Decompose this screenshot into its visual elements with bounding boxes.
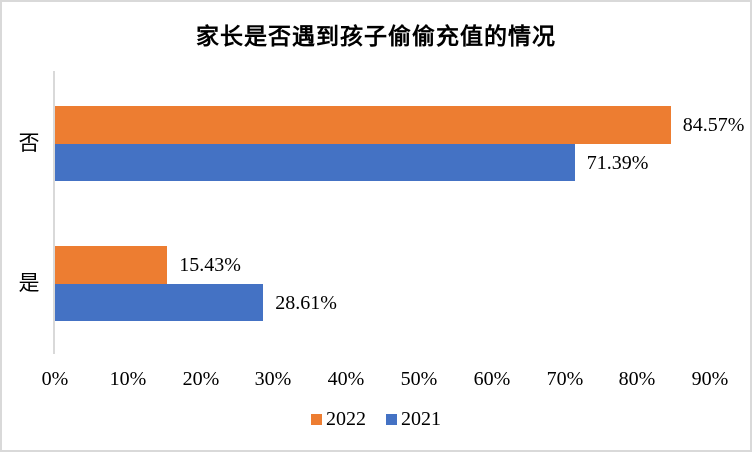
bar-yes-2021: [55, 284, 264, 321]
x-tick-70: 70%: [546, 368, 584, 390]
bar-row-no-2021: 71.39%: [55, 144, 648, 181]
chart-title: 家长是否遇到孩子偷偷充值的情况: [196, 24, 556, 49]
legend-swatch-2022-icon: [311, 413, 322, 425]
bar-row-yes-2022: 15.43%: [55, 246, 241, 284]
legend-item-2022: 2022: [311, 409, 366, 429]
x-tick-40: 40%: [327, 368, 365, 390]
category-axis-line: [53, 71, 55, 354]
x-tick-80: 80%: [618, 368, 656, 390]
x-tick-50: 50%: [400, 368, 438, 390]
x-tick-60: 60%: [473, 368, 511, 390]
legend-swatch-2021-icon: [386, 413, 397, 425]
bar-value-label: 28.61%: [275, 291, 337, 314]
x-tick-90: 90%: [691, 368, 729, 390]
x-tick-0: 0%: [41, 368, 69, 390]
category-label-yes: 是: [18, 271, 40, 295]
x-tick-20: 20%: [182, 368, 220, 390]
bar-yes-2022: [55, 246, 168, 284]
category-label-no: 否: [18, 131, 40, 155]
legend-item-2021: 2021: [386, 409, 441, 429]
bar-row-yes-2021: 28.61%: [55, 284, 337, 321]
legend: 2022 2021: [2, 409, 750, 429]
bar-value-label: 71.39%: [586, 151, 649, 174]
bar-no-2021: [55, 144, 575, 181]
legend-label-2021: 2021: [401, 408, 441, 430]
x-tick-10: 10%: [109, 368, 147, 390]
bar-value-label: 84.57%: [682, 114, 745, 136]
legend-label-2022: 2022: [326, 408, 366, 430]
value-axis: 0% 10% 20% 30% 40% 50% 60% 70% 80% 90%: [2, 368, 750, 390]
bar-value-label: 15.43%: [179, 254, 241, 276]
bar-no-2022: [55, 106, 671, 144]
x-tick-30: 30%: [254, 368, 292, 390]
bar-row-no-2022: 84.57%: [55, 106, 744, 144]
